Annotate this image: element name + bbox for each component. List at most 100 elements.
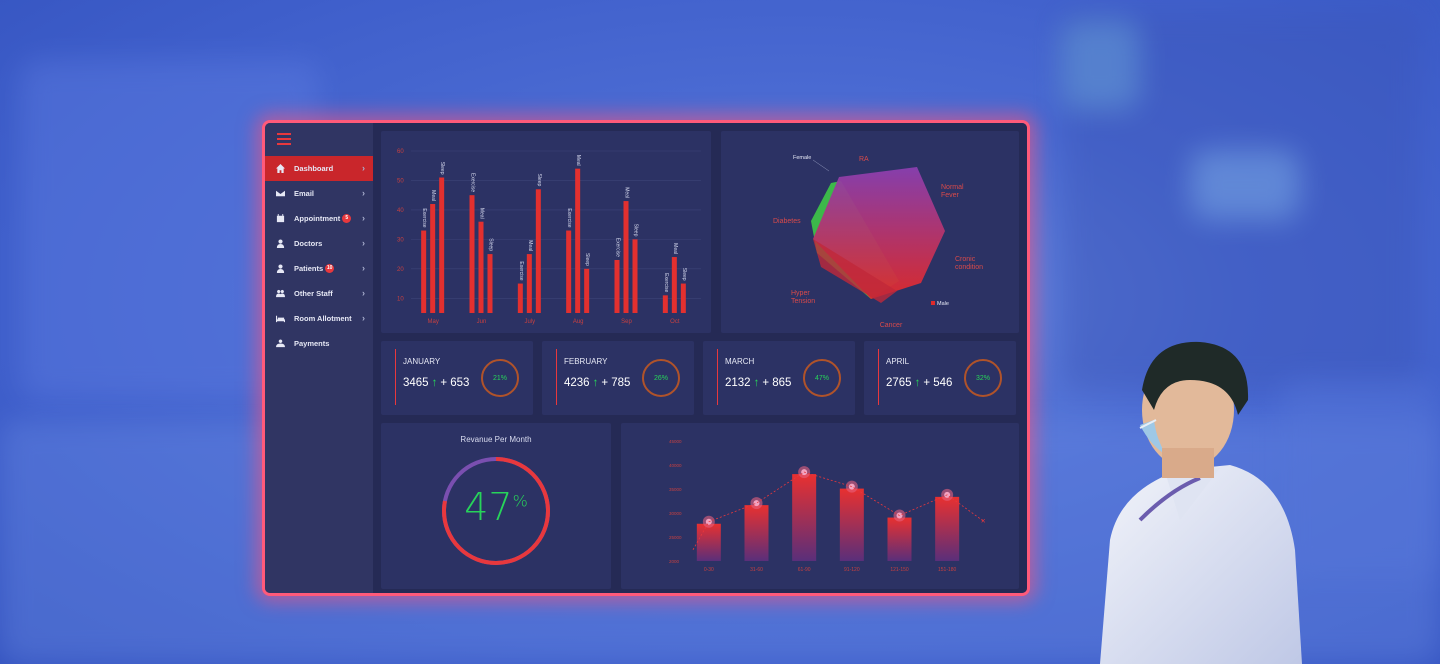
background-blur [1190, 150, 1300, 220]
bar [696, 523, 721, 561]
bar [792, 474, 817, 561]
y-tick-label: 30 [397, 237, 404, 243]
bar [623, 201, 629, 313]
sidebar-item-label: Doctors [294, 239, 323, 248]
bar-marker-core [848, 483, 855, 490]
bar-series-label: Sleep [439, 162, 445, 175]
x-tick-label: 61-90 [798, 567, 811, 573]
disease-radar-chart-panel: RA Normal Fever Cronic condition Cancer Hyper T… [721, 131, 1019, 333]
bar [566, 230, 572, 313]
patient-icon [275, 264, 285, 274]
chevron-right-icon: › [362, 313, 365, 323]
arrow-up-icon: ↑ [592, 377, 599, 389]
bar [430, 204, 436, 313]
stat-card: MARCH 2132 ↑ + 865 47% [703, 341, 855, 415]
bar-series-label: Meal [672, 243, 678, 254]
stat-number: 2132 [725, 377, 751, 389]
x-tick-label: Sep [621, 319, 632, 325]
chevron-right-icon: › [362, 263, 365, 273]
stat-number: 4236 [564, 377, 590, 389]
bar-marker-core [753, 500, 760, 507]
y-tick-label: 10 [397, 296, 404, 302]
bar-series-label: Sleep [536, 173, 542, 186]
sidebar-item-patients[interactable]: Patients 10 › [265, 256, 373, 281]
bar-series-label: Meal [430, 190, 436, 201]
sidebar-item-room-allotment[interactable]: Room Allotment › [265, 306, 373, 331]
doctor-figure [1100, 341, 1302, 664]
radar-axis-label: condition [955, 264, 983, 271]
x-tick-label: 0-30 [704, 567, 714, 573]
sidebar: Dashboard › Email › Appointment 5 › Doctors › Pat… [265, 123, 373, 593]
revenue-percent-sign: % [512, 491, 528, 511]
sidebar-nav: Dashboard › Email › Appointment 5 › Doctors › Pat… [265, 156, 373, 356]
bar [535, 189, 541, 313]
bar-series-label: Sleep [488, 238, 494, 251]
radar-axis-label: RA [859, 156, 869, 163]
stat-delta: + 785 [601, 377, 631, 389]
bar [584, 268, 590, 313]
chevron-right-icon: › [362, 163, 365, 173]
revenue-ring [442, 457, 550, 565]
stat-card: JANUARY 3465 ↑ + 653 21% [381, 341, 533, 415]
sidebar-item-dashboard[interactable]: Dashboard › [265, 156, 373, 181]
sidebar-item-label: Appointment [294, 214, 341, 223]
y-tick-label: 45000 [669, 439, 682, 444]
radar-axis-label: Tension [791, 298, 815, 305]
stat-divider [717, 349, 718, 405]
revenue-percent: 47% [381, 485, 611, 529]
age-group-bar-chart: 2000 25000 30000 35000 40000 45000 0-30 31-60 61… [669, 439, 986, 573]
arrow-up-icon: ↑ [431, 377, 438, 389]
bed-icon [275, 314, 285, 324]
y-tick-label: 30000 [669, 511, 682, 516]
sidebar-item-other-staff[interactable]: Other Staff › [265, 281, 373, 306]
stat-number: 2765 [886, 377, 912, 389]
y-tick-label: 35000 [669, 487, 682, 492]
stat-percent-ring: 32% [964, 359, 1002, 397]
sidebar-item-label: Patients [294, 264, 324, 273]
radar-axis-label: Normal [941, 184, 964, 191]
stat-value: 2765 ↑ + 546 [886, 377, 952, 389]
bar [935, 496, 960, 561]
radar-axis-label: Fever [941, 192, 960, 199]
x-tick-label: 91-120 [844, 567, 860, 573]
bar [744, 505, 769, 561]
x-tick-label: 151-180 [938, 567, 957, 573]
stat-value: 4236 ↑ + 785 [564, 377, 630, 389]
bar [517, 283, 523, 313]
bar [526, 254, 532, 313]
bar-series-label: Sleep [584, 253, 590, 266]
legend-male-swatch [931, 301, 935, 305]
bar [887, 517, 912, 561]
arrow-up-icon: ↑ [753, 377, 760, 389]
sidebar-item-doctors[interactable]: Doctors › [265, 231, 373, 256]
bar [662, 295, 668, 313]
sidebar-item-email[interactable]: Email › [265, 181, 373, 206]
notification-badge: 5 [342, 214, 352, 223]
bar [478, 221, 484, 313]
bar [469, 195, 475, 313]
user-icon [275, 239, 285, 249]
notification-badge: 10 [325, 264, 335, 273]
chevron-right-icon: › [362, 288, 365, 298]
sidebar-item-label: Email [294, 189, 315, 198]
sidebar-item-payments[interactable]: Payments [265, 331, 373, 356]
trend-end-marker: × [981, 516, 986, 525]
stat-number: 3465 [403, 377, 429, 389]
stat-delta: + 546 [923, 377, 953, 389]
y-tick-label: 25000 [669, 535, 682, 540]
y-tick-label: 50 [397, 178, 404, 184]
y-tick-label: 2000 [669, 559, 680, 564]
legend-female: Female [793, 155, 811, 161]
stat-delta: + 865 [762, 377, 792, 389]
stat-month: FEBRUARY [564, 357, 608, 366]
bar-series-label: Exercise [421, 208, 427, 227]
x-tick-label: Oct [670, 319, 680, 325]
sidebar-item-appointment[interactable]: Appointment 5 › [265, 206, 373, 231]
menu-icon[interactable] [277, 133, 291, 148]
stat-divider [556, 349, 557, 405]
chevron-right-icon: › [362, 213, 365, 223]
group-icon [275, 289, 285, 299]
bar [487, 254, 493, 313]
bar [439, 177, 445, 313]
overlap-shape [813, 239, 897, 303]
